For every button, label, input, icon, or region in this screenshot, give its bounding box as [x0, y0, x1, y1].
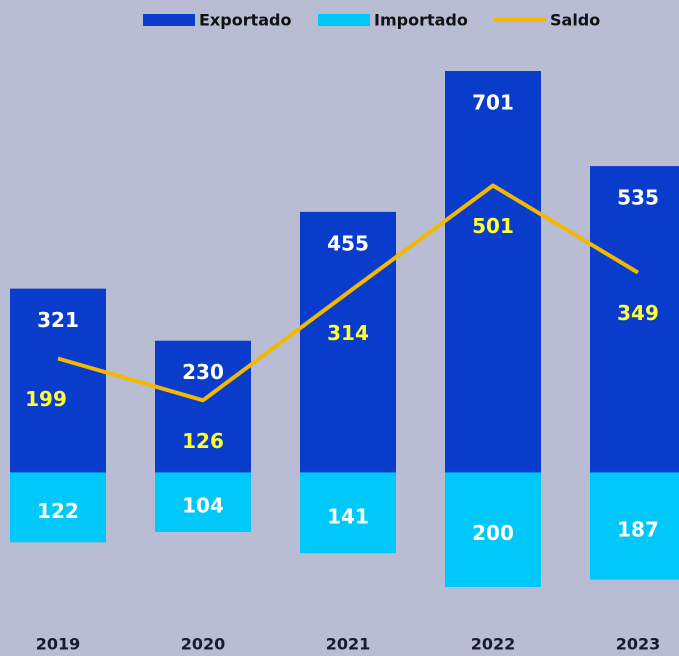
x-tick-label: 2023	[616, 635, 661, 654]
bar-export	[590, 166, 679, 473]
legend-label: Importado	[374, 11, 468, 30]
bar-import	[590, 472, 679, 580]
saldo-label: 501	[472, 214, 514, 238]
x-tick-label: 2022	[471, 635, 516, 654]
saldo-label: 314	[327, 321, 369, 345]
import-label: 200	[472, 521, 514, 545]
bar-import	[445, 472, 541, 587]
x-tick-label: 2020	[181, 635, 226, 654]
saldo-line	[57, 183, 640, 403]
x-tick-label: 2019	[36, 635, 81, 654]
legend-label: Saldo	[550, 11, 600, 30]
export-label: 230	[182, 360, 224, 384]
import-label: 141	[327, 504, 369, 528]
export-label: 455	[327, 231, 369, 255]
bar-import	[300, 472, 396, 554]
legend-swatch	[318, 14, 370, 26]
export-label: 321	[37, 308, 79, 332]
saldo-label: 349	[617, 301, 659, 325]
import-label: 122	[37, 499, 79, 523]
bar-export	[445, 71, 541, 473]
bar-export	[10, 288, 106, 473]
legend-label: Exportado	[199, 11, 291, 30]
saldo-label: 126	[182, 429, 224, 453]
export-label: 701	[472, 91, 514, 115]
legend-swatch	[143, 14, 195, 26]
bar-import	[155, 472, 251, 533]
bar-export	[155, 340, 251, 473]
x-tick-label: 2021	[326, 635, 371, 654]
bar-import	[10, 472, 106, 543]
export-label: 535	[617, 186, 659, 210]
import-label: 104	[182, 494, 224, 518]
saldo-label: 199	[25, 387, 67, 411]
import-label: 187	[617, 518, 659, 542]
bar-export	[300, 211, 396, 473]
